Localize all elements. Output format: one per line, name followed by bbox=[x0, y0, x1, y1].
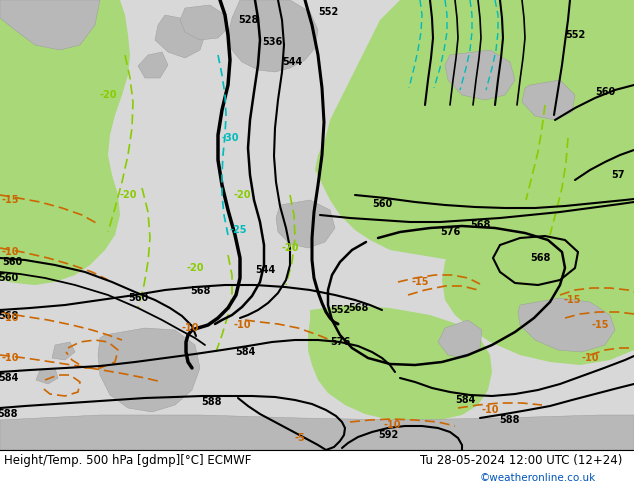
Text: 568: 568 bbox=[348, 303, 368, 313]
Text: 552: 552 bbox=[330, 305, 350, 315]
Polygon shape bbox=[518, 298, 615, 352]
Text: ©weatheronline.co.uk: ©weatheronline.co.uk bbox=[480, 473, 596, 483]
Text: 584: 584 bbox=[455, 395, 476, 405]
Polygon shape bbox=[308, 305, 492, 422]
Text: 588: 588 bbox=[500, 415, 521, 425]
Text: -10: -10 bbox=[1, 247, 19, 257]
Text: 568: 568 bbox=[530, 253, 550, 263]
Text: 560: 560 bbox=[2, 257, 22, 267]
Bar bbox=[0, 450, 634, 490]
Polygon shape bbox=[276, 200, 335, 248]
Text: -15: -15 bbox=[563, 295, 581, 305]
Text: -20: -20 bbox=[100, 90, 117, 100]
Polygon shape bbox=[494, 250, 572, 304]
Polygon shape bbox=[180, 5, 228, 40]
Text: 560: 560 bbox=[372, 199, 392, 209]
Text: 576: 576 bbox=[440, 227, 460, 237]
Text: -25: -25 bbox=[230, 225, 247, 235]
Text: Tu 28-05-2024 12:00 UTC (12+24): Tu 28-05-2024 12:00 UTC (12+24) bbox=[420, 454, 623, 466]
Polygon shape bbox=[0, 0, 100, 50]
Text: -15: -15 bbox=[1, 195, 19, 205]
Text: 560: 560 bbox=[595, 87, 615, 97]
Text: -20: -20 bbox=[233, 190, 251, 200]
Text: 560: 560 bbox=[0, 273, 18, 283]
Polygon shape bbox=[155, 15, 205, 58]
Polygon shape bbox=[522, 80, 575, 120]
Text: -20: -20 bbox=[281, 243, 299, 253]
Text: 552: 552 bbox=[565, 30, 585, 40]
Text: 536: 536 bbox=[262, 37, 282, 47]
Polygon shape bbox=[438, 320, 482, 358]
Text: 584: 584 bbox=[0, 373, 18, 383]
Polygon shape bbox=[228, 0, 318, 72]
Text: 576: 576 bbox=[330, 337, 350, 347]
Text: -15: -15 bbox=[411, 277, 429, 287]
Text: 560: 560 bbox=[128, 293, 148, 303]
Text: -10: -10 bbox=[1, 313, 19, 323]
Text: 528: 528 bbox=[238, 15, 258, 25]
Polygon shape bbox=[36, 368, 58, 384]
Polygon shape bbox=[315, 0, 634, 260]
Text: -10: -10 bbox=[1, 353, 19, 363]
Text: 588: 588 bbox=[0, 409, 18, 419]
Text: -5: -5 bbox=[295, 433, 306, 443]
Polygon shape bbox=[138, 52, 168, 78]
Text: 544: 544 bbox=[255, 265, 275, 275]
Polygon shape bbox=[442, 190, 634, 365]
Polygon shape bbox=[445, 50, 515, 100]
Text: -10: -10 bbox=[233, 320, 251, 330]
Text: -20: -20 bbox=[186, 263, 204, 273]
Polygon shape bbox=[52, 342, 75, 360]
Text: -10: -10 bbox=[581, 353, 598, 363]
Text: -20: -20 bbox=[119, 190, 137, 200]
Text: -10: -10 bbox=[181, 323, 198, 333]
Polygon shape bbox=[0, 415, 634, 450]
Text: 588: 588 bbox=[202, 397, 223, 407]
Text: 568: 568 bbox=[0, 311, 18, 321]
Text: 57: 57 bbox=[611, 170, 624, 180]
Text: 568: 568 bbox=[190, 286, 210, 296]
Polygon shape bbox=[98, 328, 200, 412]
Text: 568: 568 bbox=[470, 220, 490, 230]
Text: 584: 584 bbox=[235, 347, 256, 357]
Polygon shape bbox=[0, 0, 130, 285]
Text: Height/Temp. 500 hPa [gdmp][°C] ECMWF: Height/Temp. 500 hPa [gdmp][°C] ECMWF bbox=[4, 454, 251, 466]
Text: 592: 592 bbox=[378, 430, 398, 440]
Text: -10: -10 bbox=[481, 405, 499, 415]
Text: -10: -10 bbox=[383, 420, 401, 430]
Text: -15: -15 bbox=[592, 320, 609, 330]
Text: -30: -30 bbox=[221, 133, 239, 143]
Text: 552: 552 bbox=[318, 7, 338, 17]
Text: 544: 544 bbox=[282, 57, 302, 67]
